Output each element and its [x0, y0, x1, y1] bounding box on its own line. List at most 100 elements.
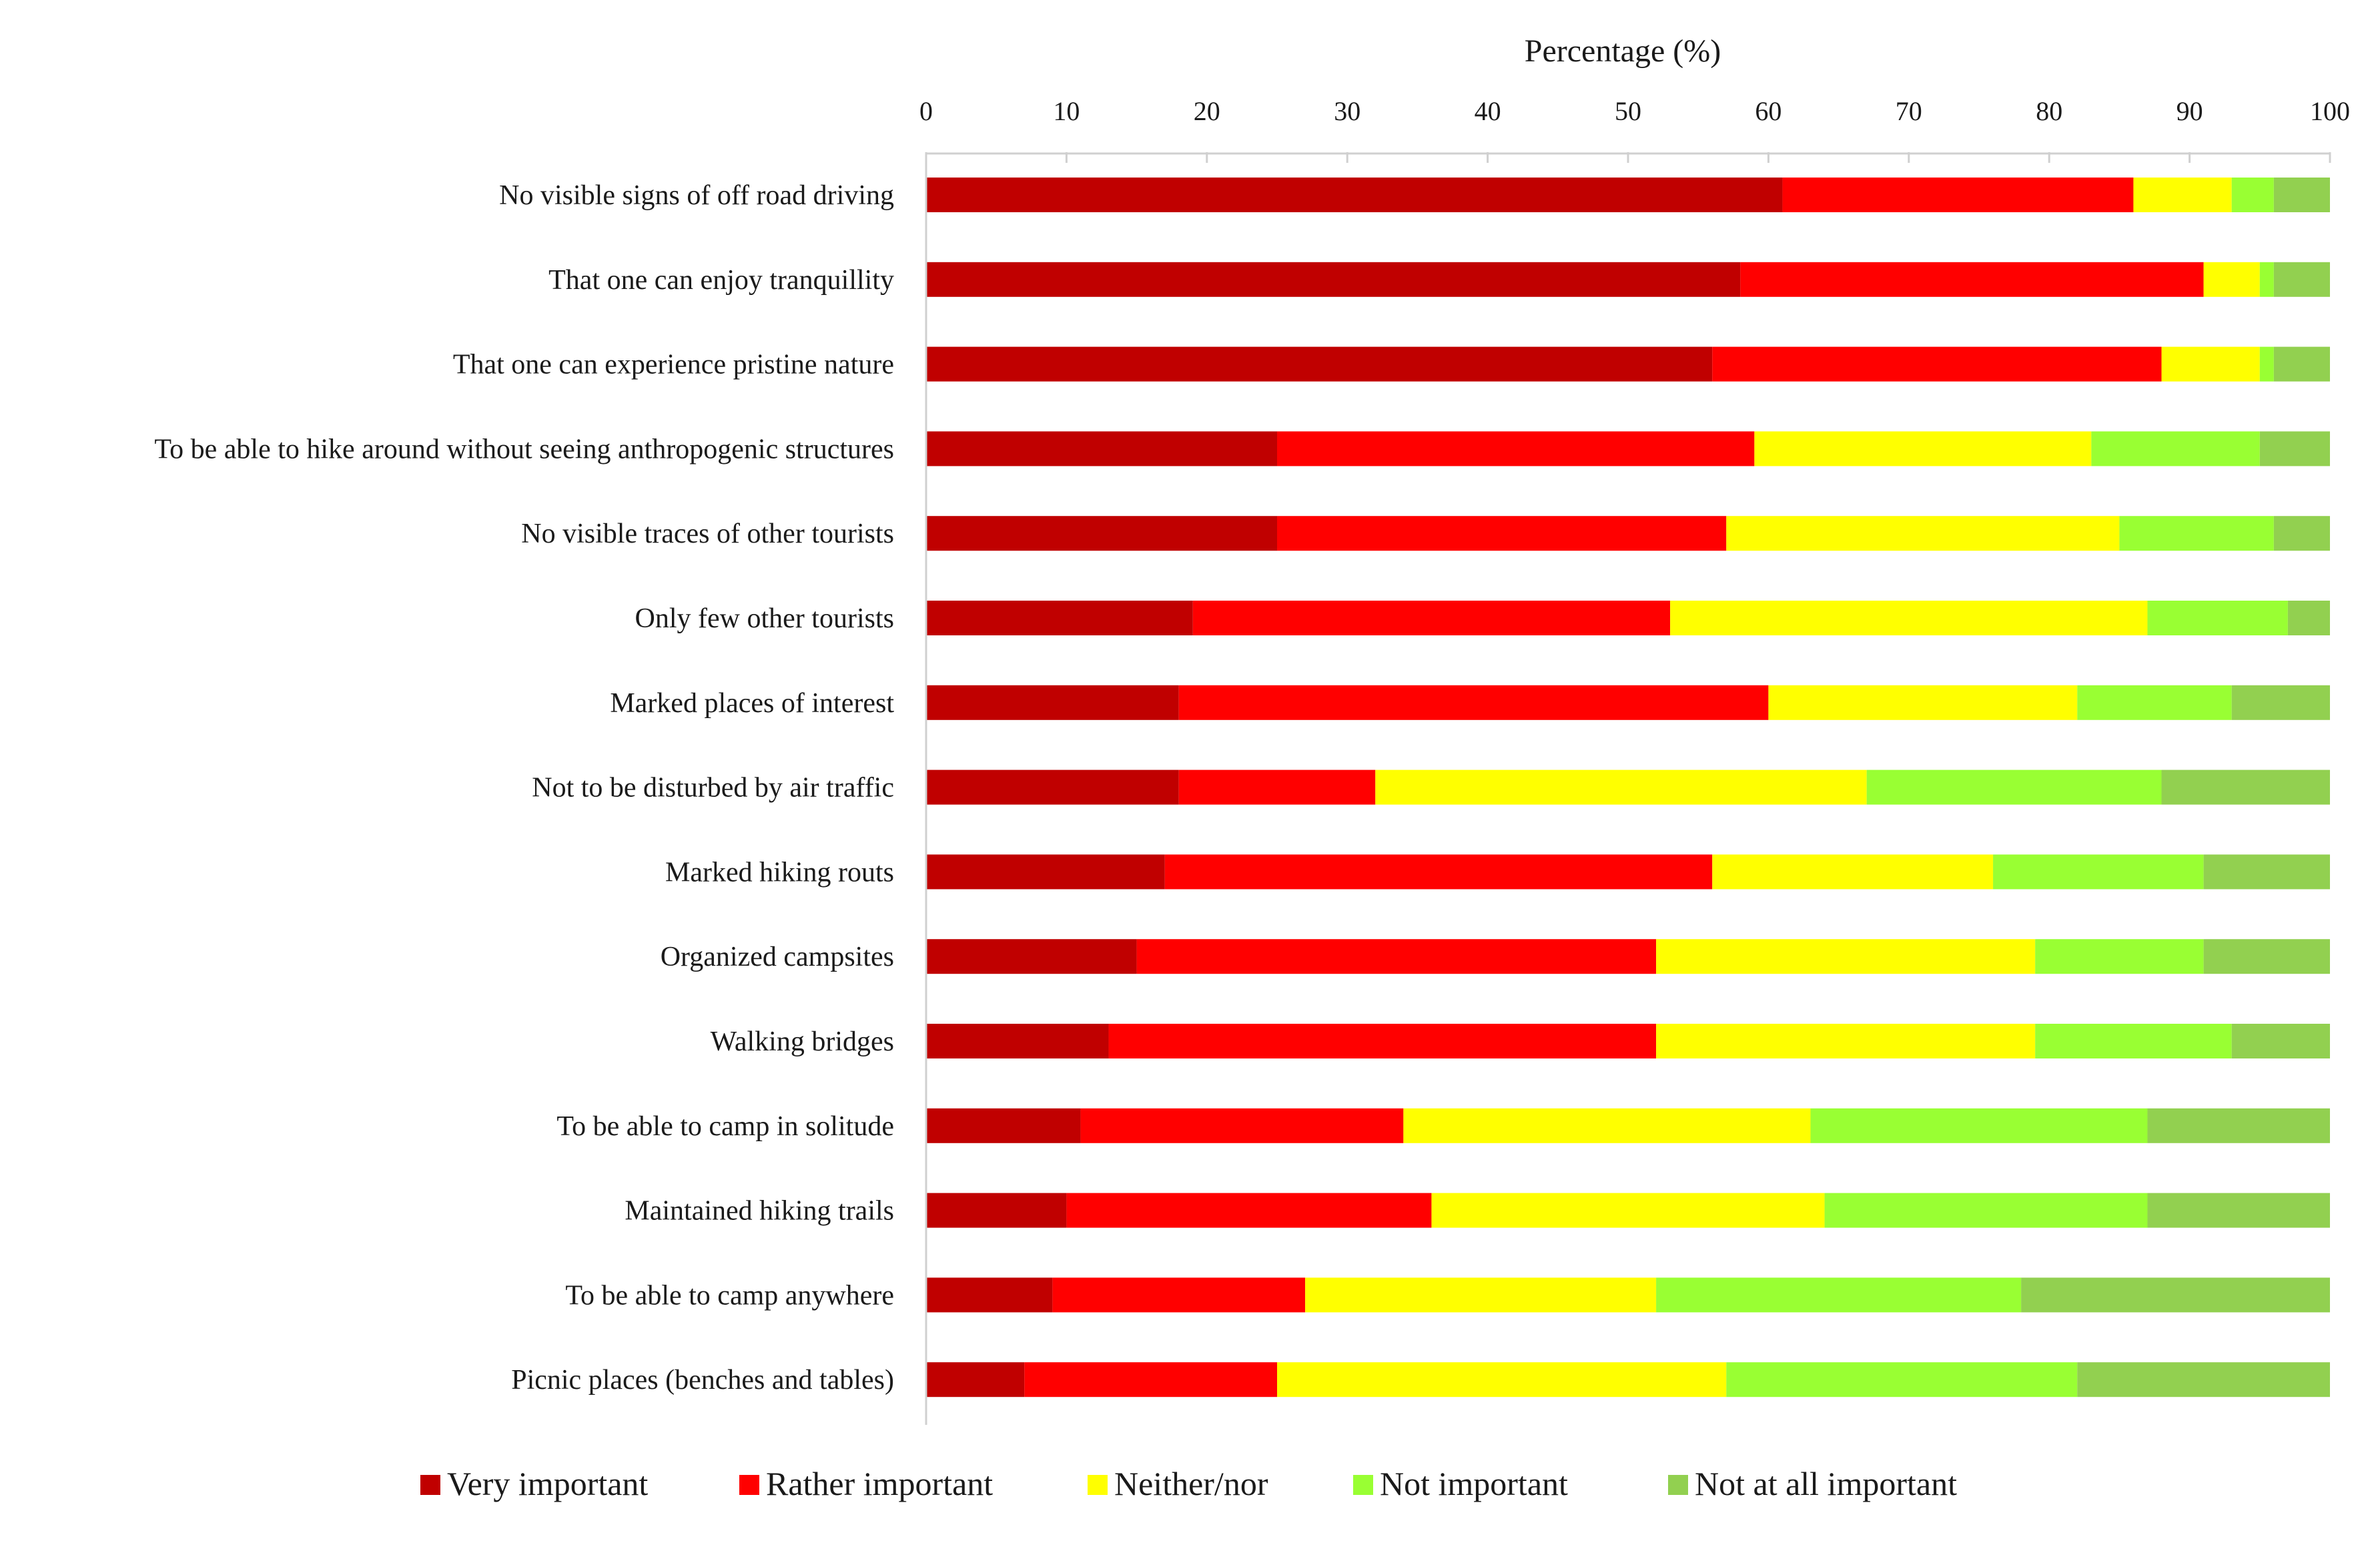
category-label: Marked hiking routs	[665, 857, 894, 888]
bar-segment	[1712, 346, 2162, 382]
bar-segment	[926, 854, 1165, 890]
bar-segment	[2259, 262, 2274, 297]
legend-swatch	[1353, 1475, 1373, 1495]
x-tick-label: 100	[2310, 96, 2350, 126]
category-label: To be able to hike around without seeing…	[154, 434, 894, 464]
bar-segment	[2161, 769, 2330, 805]
x-axis-title: Percentage (%)	[1525, 33, 1721, 69]
bar-segment	[2203, 854, 2330, 890]
legend-label: Not important	[1380, 1465, 1568, 1502]
bar-segment	[926, 1277, 1053, 1313]
legend-label: Neither/nor	[1114, 1465, 1268, 1502]
bar-segment	[926, 769, 1179, 805]
bar-segment	[1656, 1277, 2022, 1313]
bar-segment	[1277, 1362, 1727, 1397]
bar-segment	[1712, 854, 1994, 890]
bar-segment	[926, 262, 1741, 297]
bar-segment	[1810, 1108, 2148, 1143]
bar-segment	[1754, 431, 2092, 467]
category-label: Walking bridges	[711, 1026, 894, 1057]
bar-segment	[2231, 178, 2274, 212]
bar-segment	[2203, 262, 2260, 297]
x-tick-label: 90	[2176, 96, 2203, 126]
legend-label: Not at all important	[1695, 1465, 1957, 1502]
bar-segment	[2203, 939, 2330, 974]
category-label: Marked places of interest	[610, 688, 894, 719]
category-label: Picnic places (benches and tables)	[511, 1365, 894, 1395]
bar-segment	[926, 685, 1179, 720]
bar-segment	[1768, 685, 2078, 720]
bar-segment	[2287, 601, 2330, 635]
bar-segment	[1866, 769, 2162, 805]
bar-segment	[1726, 516, 2120, 551]
bar-segment	[2273, 262, 2330, 297]
bar-segment	[1277, 431, 1755, 467]
legend-label: Very important	[447, 1465, 648, 1502]
category-label: Not to be disturbed by air traffic	[532, 773, 894, 804]
bar-segment	[2119, 516, 2274, 551]
x-tick-label: 30	[1334, 96, 1360, 126]
bar-segment	[2091, 431, 2260, 467]
bar-segment	[2161, 346, 2260, 382]
bar-segment	[2273, 516, 2330, 551]
bar-segment	[2035, 939, 2204, 974]
bar-segment	[2077, 1362, 2330, 1397]
x-tick-label: 50	[1615, 96, 1641, 126]
x-tick-label: 0	[919, 96, 933, 126]
bar-segment	[1431, 1193, 1825, 1228]
bar-segment	[2273, 178, 2330, 212]
bar-segment	[1136, 939, 1657, 974]
category-label: That one can experience pristine nature	[453, 350, 894, 380]
bar-segment	[1403, 1108, 1811, 1143]
x-tick-label: 70	[1896, 96, 1922, 126]
bar-segment	[1670, 601, 2148, 635]
bar-segment	[2259, 431, 2330, 467]
bar-segment	[1080, 1108, 1404, 1143]
bar-segment	[1656, 939, 2036, 974]
bar-segment	[2147, 601, 2288, 635]
bar-segment	[2231, 1024, 2330, 1058]
bar-segment	[1178, 685, 1769, 720]
bar-segment	[2021, 1277, 2330, 1313]
bar-segment	[2147, 1193, 2330, 1228]
category-label: Maintained hiking trails	[625, 1196, 894, 1227]
bar-segment	[1726, 1362, 2078, 1397]
x-tick-label: 20	[1194, 96, 1220, 126]
bar-segment	[1277, 516, 1727, 551]
category-label: That one can enjoy tranquillity	[548, 265, 894, 296]
bar-segment	[2133, 178, 2232, 212]
bar-segment	[926, 346, 1713, 382]
bar-segment	[1993, 854, 2204, 890]
category-label: Organized campsites	[661, 942, 894, 972]
x-tick-label: 10	[1053, 96, 1080, 126]
bar-segment	[926, 1108, 1081, 1143]
legend-swatch	[1088, 1475, 1108, 1495]
bar-segment	[2147, 1108, 2330, 1143]
category-labels: No visible signs of off road driving That…	[154, 180, 894, 1395]
category-label: To be able to camp in solitude	[556, 1111, 894, 1142]
bar-segment	[1052, 1277, 1306, 1313]
x-tick-label: 40	[1475, 96, 1501, 126]
category-label: To be able to camp anywhere	[565, 1280, 894, 1311]
bar-segment	[2035, 1024, 2232, 1058]
bar-segment	[1375, 769, 1867, 805]
category-label: Only few other tourists	[635, 603, 894, 634]
bar-segment	[1024, 1362, 1277, 1397]
bar-segment	[1740, 262, 2204, 297]
bar-segment	[1164, 854, 1713, 890]
bar-segment	[1782, 178, 2134, 212]
category-label: No visible traces of other tourists	[521, 519, 894, 549]
legend-swatch	[420, 1475, 440, 1495]
legend-label: Rather important	[766, 1465, 993, 1502]
bar-segment	[926, 601, 1193, 635]
bar-segment	[1192, 601, 1671, 635]
bar-segment	[926, 431, 1277, 467]
bar-segment	[926, 1362, 1025, 1397]
legend-swatch	[1668, 1475, 1688, 1495]
bar-segment	[926, 1024, 1109, 1058]
bar-segment	[926, 1193, 1067, 1228]
bar-segment	[926, 516, 1277, 551]
bar-segment	[2077, 685, 2232, 720]
bar-segment	[926, 939, 1137, 974]
